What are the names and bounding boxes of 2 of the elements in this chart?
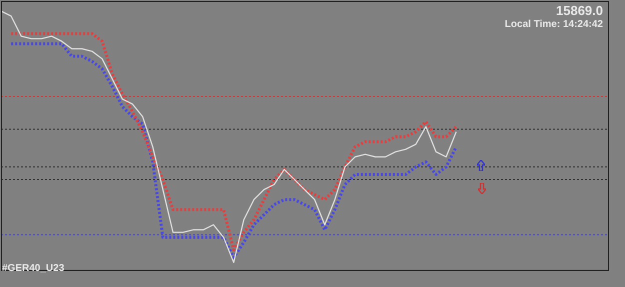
annotation: 15869.0: [556, 3, 603, 18]
annotation: Local Time: 14:24:42: [504, 19, 603, 30]
